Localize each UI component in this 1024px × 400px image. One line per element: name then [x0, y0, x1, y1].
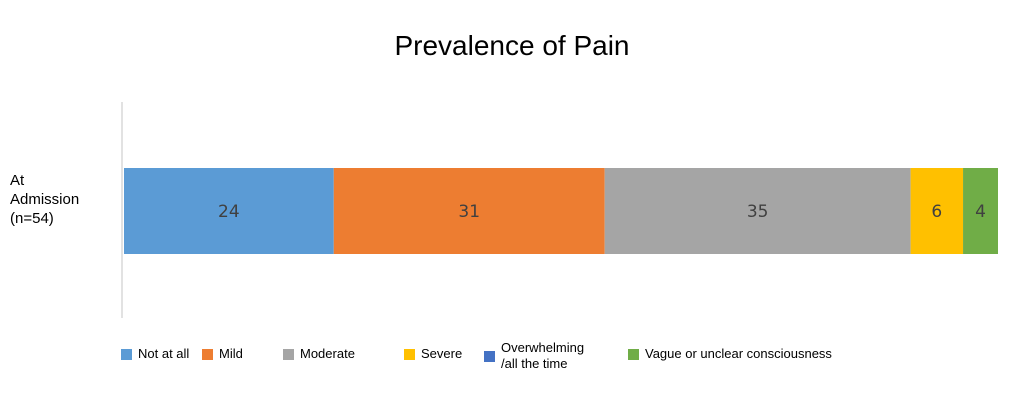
- bar-segments: 24 31 35 6 4: [124, 168, 998, 254]
- bar-segment-severe: [910, 168, 964, 254]
- bar-segment-not-at-all: [124, 168, 334, 254]
- bar-segment-moderate: [604, 168, 911, 254]
- data-label-not-at-all: 24: [218, 202, 240, 222]
- bar-segment-vague-or-unclear-consciousness: [963, 168, 998, 254]
- category-label: At Admission (n=54): [10, 172, 80, 227]
- data-label-severe: 6: [931, 202, 942, 222]
- chart-title: Prevalence of Pain: [394, 30, 630, 61]
- data-label-mild: 31: [458, 202, 480, 222]
- bar-segment-mild: [333, 168, 605, 254]
- data-label-vague-or-unclear-consciousness: 4: [975, 202, 986, 222]
- data-label-moderate: 35: [747, 202, 769, 222]
